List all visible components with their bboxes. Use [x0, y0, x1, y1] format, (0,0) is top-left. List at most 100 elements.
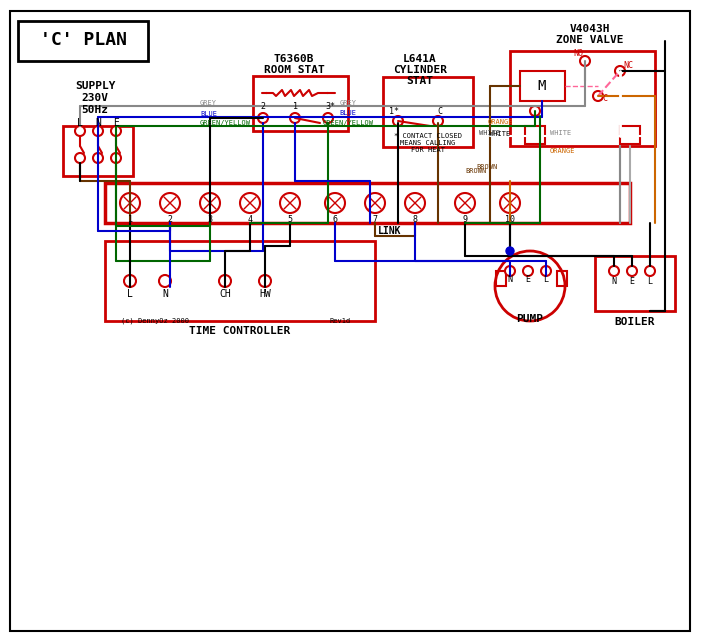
Circle shape: [240, 193, 260, 213]
Bar: [520, 71, 565, 101]
Circle shape: [506, 247, 514, 255]
Text: 5: 5: [288, 215, 293, 224]
Circle shape: [124, 275, 136, 287]
Circle shape: [495, 251, 565, 321]
Text: 3*: 3*: [325, 101, 335, 110]
Circle shape: [75, 153, 85, 163]
Bar: [595, 256, 675, 311]
Circle shape: [627, 266, 637, 276]
Circle shape: [111, 126, 121, 136]
Text: FOR HEAT: FOR HEAT: [411, 147, 445, 153]
Text: E: E: [526, 274, 531, 283]
Circle shape: [75, 126, 85, 136]
Circle shape: [120, 193, 140, 213]
Text: 1: 1: [293, 101, 298, 110]
Text: N: N: [508, 274, 512, 283]
Circle shape: [93, 126, 103, 136]
Text: 2: 2: [260, 101, 265, 110]
Text: ORANGE: ORANGE: [550, 148, 576, 154]
Bar: [105, 183, 630, 223]
Circle shape: [593, 91, 603, 101]
Text: WHITE: WHITE: [550, 130, 571, 136]
Text: GREEN/YELLOW: GREEN/YELLOW: [200, 120, 251, 126]
Text: (c) DennyOz 2000: (c) DennyOz 2000: [121, 318, 189, 324]
Circle shape: [500, 193, 520, 213]
Text: LINK: LINK: [378, 226, 402, 236]
Bar: [620, 126, 640, 144]
Bar: [63, 126, 133, 176]
Text: L: L: [647, 276, 652, 285]
Text: N: N: [162, 289, 168, 299]
Circle shape: [530, 106, 540, 116]
Text: BLUE: BLUE: [340, 110, 357, 116]
Text: GREEN/YELLOW: GREEN/YELLOW: [322, 120, 373, 126]
Bar: [525, 126, 545, 144]
Text: SUPPLY: SUPPLY: [74, 81, 115, 91]
Circle shape: [523, 266, 533, 276]
Text: ZONE VALVE: ZONE VALVE: [556, 35, 624, 45]
Text: 1*: 1*: [389, 106, 399, 115]
Text: ORANGE: ORANGE: [487, 119, 512, 125]
Bar: [557, 271, 567, 286]
Text: 6: 6: [333, 215, 338, 224]
Circle shape: [615, 66, 625, 76]
Text: V4043H: V4043H: [570, 24, 610, 34]
Circle shape: [290, 113, 300, 123]
Circle shape: [219, 275, 231, 287]
Circle shape: [200, 193, 220, 213]
Circle shape: [159, 275, 171, 287]
Text: C: C: [602, 94, 607, 103]
Circle shape: [393, 116, 403, 126]
Text: 9: 9: [463, 215, 468, 224]
Circle shape: [541, 266, 551, 276]
Text: MEANS CALLING: MEANS CALLING: [400, 140, 456, 146]
Circle shape: [505, 266, 515, 276]
Text: L: L: [77, 118, 83, 128]
Circle shape: [580, 56, 590, 66]
Text: GREY: GREY: [200, 100, 217, 106]
Text: PUMP: PUMP: [517, 314, 543, 324]
Text: NC: NC: [623, 60, 633, 69]
Text: L: L: [543, 274, 548, 283]
Text: TIME CONTROLLER: TIME CONTROLLER: [190, 326, 291, 336]
Text: 4: 4: [248, 215, 253, 224]
Circle shape: [160, 193, 180, 213]
Bar: [510, 51, 655, 146]
Text: CYLINDER: CYLINDER: [393, 65, 447, 75]
Text: GREY: GREY: [340, 100, 357, 106]
Circle shape: [433, 116, 443, 126]
Circle shape: [259, 275, 271, 287]
Text: T6360B: T6360B: [274, 54, 314, 64]
Text: HW: HW: [259, 289, 271, 299]
Text: E: E: [113, 118, 119, 128]
Circle shape: [455, 193, 475, 213]
Circle shape: [645, 266, 655, 276]
Circle shape: [323, 113, 333, 123]
Text: BROWN: BROWN: [477, 164, 498, 170]
Text: BLUE: BLUE: [200, 111, 217, 117]
Bar: [253, 76, 348, 131]
Text: NO: NO: [573, 49, 583, 58]
Text: 230V: 230V: [81, 93, 109, 103]
Text: C: C: [437, 106, 442, 115]
Text: * CONTACT CLOSED: * CONTACT CLOSED: [394, 133, 462, 139]
Text: WHITE: WHITE: [489, 131, 510, 137]
Text: 1: 1: [128, 215, 133, 224]
Text: 8: 8: [413, 215, 418, 224]
Text: L: L: [127, 289, 133, 299]
Bar: [18, 21, 148, 61]
Circle shape: [609, 266, 619, 276]
Text: BROWN: BROWN: [465, 168, 487, 174]
Circle shape: [325, 193, 345, 213]
Text: 10: 10: [505, 215, 515, 224]
Text: BOILER: BOILER: [615, 317, 655, 327]
Text: N: N: [611, 276, 616, 285]
Circle shape: [111, 153, 121, 163]
Circle shape: [280, 193, 300, 213]
Text: N: N: [95, 118, 101, 128]
Text: 7: 7: [373, 215, 378, 224]
Text: 2: 2: [168, 215, 173, 224]
Text: Rev1d: Rev1d: [329, 318, 350, 324]
Bar: [105, 241, 375, 321]
Circle shape: [405, 193, 425, 213]
